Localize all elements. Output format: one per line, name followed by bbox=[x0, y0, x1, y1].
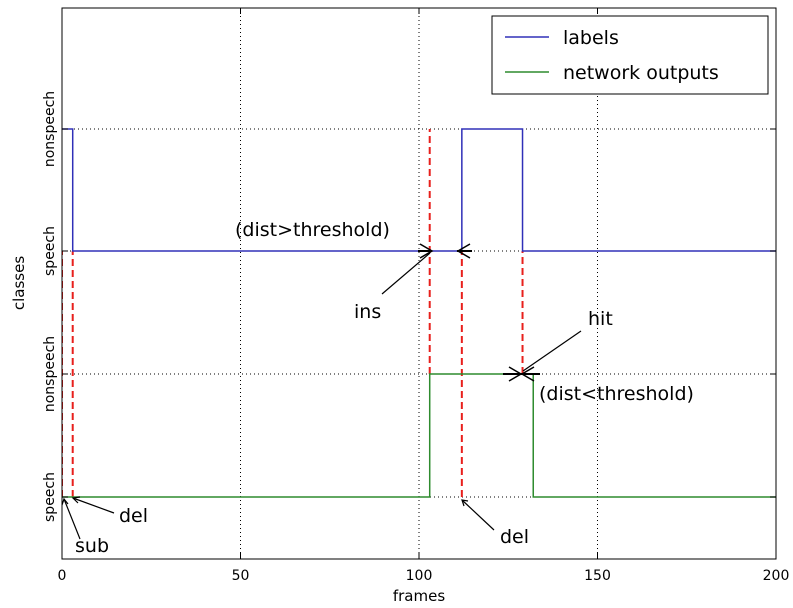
series-line-network-outputs bbox=[62, 373, 776, 498]
y-tick-label: speech bbox=[42, 226, 58, 276]
annotations: (dist>threshold) ins hit (dist<threshold… bbox=[61, 219, 694, 557]
legend-label-labels: labels bbox=[563, 27, 619, 49]
arrow-sub-head bbox=[61, 497, 69, 506]
x-tick-label: 50 bbox=[232, 568, 250, 584]
arrow-ins-right-head bbox=[456, 243, 471, 259]
series-lines bbox=[62, 128, 776, 498]
x-tick-label: 150 bbox=[584, 568, 611, 584]
series-line-labels bbox=[62, 128, 776, 252]
annotation-dist-gt-threshold: (dist>threshold) bbox=[235, 219, 390, 241]
legend-label-network-outputs: network outputs bbox=[563, 62, 719, 84]
legend-box bbox=[491, 15, 769, 95]
annotation-hit: hit bbox=[588, 308, 613, 330]
y-tick-label: nonspeech bbox=[42, 336, 58, 412]
x-axis-label: frames bbox=[393, 587, 445, 605]
annotation-ins: ins bbox=[354, 301, 381, 323]
x-tick-label: 200 bbox=[763, 568, 790, 584]
arrow-ins-pointer bbox=[381, 252, 431, 295]
y-tick-label: nonspeech bbox=[42, 91, 58, 167]
arrow-del-right-pointer bbox=[461, 499, 495, 531]
arrow-hit-right-head bbox=[520, 366, 535, 382]
y-axis-label: classes bbox=[10, 256, 28, 310]
annotation-sub: sub bbox=[75, 535, 109, 557]
arrow-del-right-head bbox=[461, 499, 469, 507]
arrow-del-left-head bbox=[71, 496, 81, 504]
annotation-dist-lt-threshold: (dist<threshold) bbox=[539, 383, 694, 405]
x-axis-ticks: 0 50 100 150 200 bbox=[58, 8, 790, 584]
y-tick-label: speech bbox=[42, 472, 58, 522]
arrow-sub-pointer bbox=[63, 498, 81, 540]
arrow-del-left-pointer bbox=[72, 497, 115, 514]
arrow-ins-left-head bbox=[419, 243, 434, 259]
annotation-del-left: del bbox=[119, 505, 148, 527]
legend: labels network outputs bbox=[491, 15, 769, 95]
plot-background bbox=[62, 8, 776, 559]
x-tick-label: 0 bbox=[58, 568, 67, 584]
y-axis-ticks: speech nonspeech speech nonspeech bbox=[42, 91, 776, 522]
x-tick-label: 100 bbox=[406, 568, 433, 584]
annotation-del-right: del bbox=[500, 526, 529, 548]
arrow-hit-pointer bbox=[522, 330, 582, 372]
